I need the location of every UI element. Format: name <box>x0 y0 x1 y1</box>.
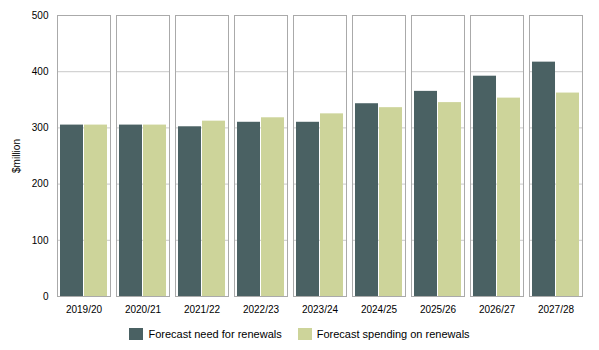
svg-text:400: 400 <box>32 66 49 77</box>
svg-text:100: 100 <box>32 235 49 246</box>
svg-text:0: 0 <box>43 291 49 302</box>
svg-text:2024/25: 2024/25 <box>361 304 398 315</box>
svg-text:2026/27: 2026/27 <box>479 304 516 315</box>
html-text:Forecast need for renewals: Forecast need for renewals <box>148 328 282 340</box>
svg-text:2022/23: 2022/23 <box>243 304 280 315</box>
svg-text:2023/24: 2023/24 <box>302 304 339 315</box>
svg-text:500: 500 <box>32 10 49 21</box>
svg-text:2020/21: 2020/21 <box>125 304 162 315</box>
svg-text:2019/20: 2019/20 <box>66 304 103 315</box>
svg-text:200: 200 <box>32 178 49 189</box>
svg-text:$million: $million <box>11 139 22 173</box>
svg-text:2021/22: 2021/22 <box>184 304 221 315</box>
html-text:Forecast spending on renewals: Forecast spending on renewals <box>316 328 470 340</box>
svg-text:300: 300 <box>32 122 49 133</box>
svg-text:2025/26: 2025/26 <box>420 304 457 315</box>
svg-text:2027/28: 2027/28 <box>538 304 575 315</box>
